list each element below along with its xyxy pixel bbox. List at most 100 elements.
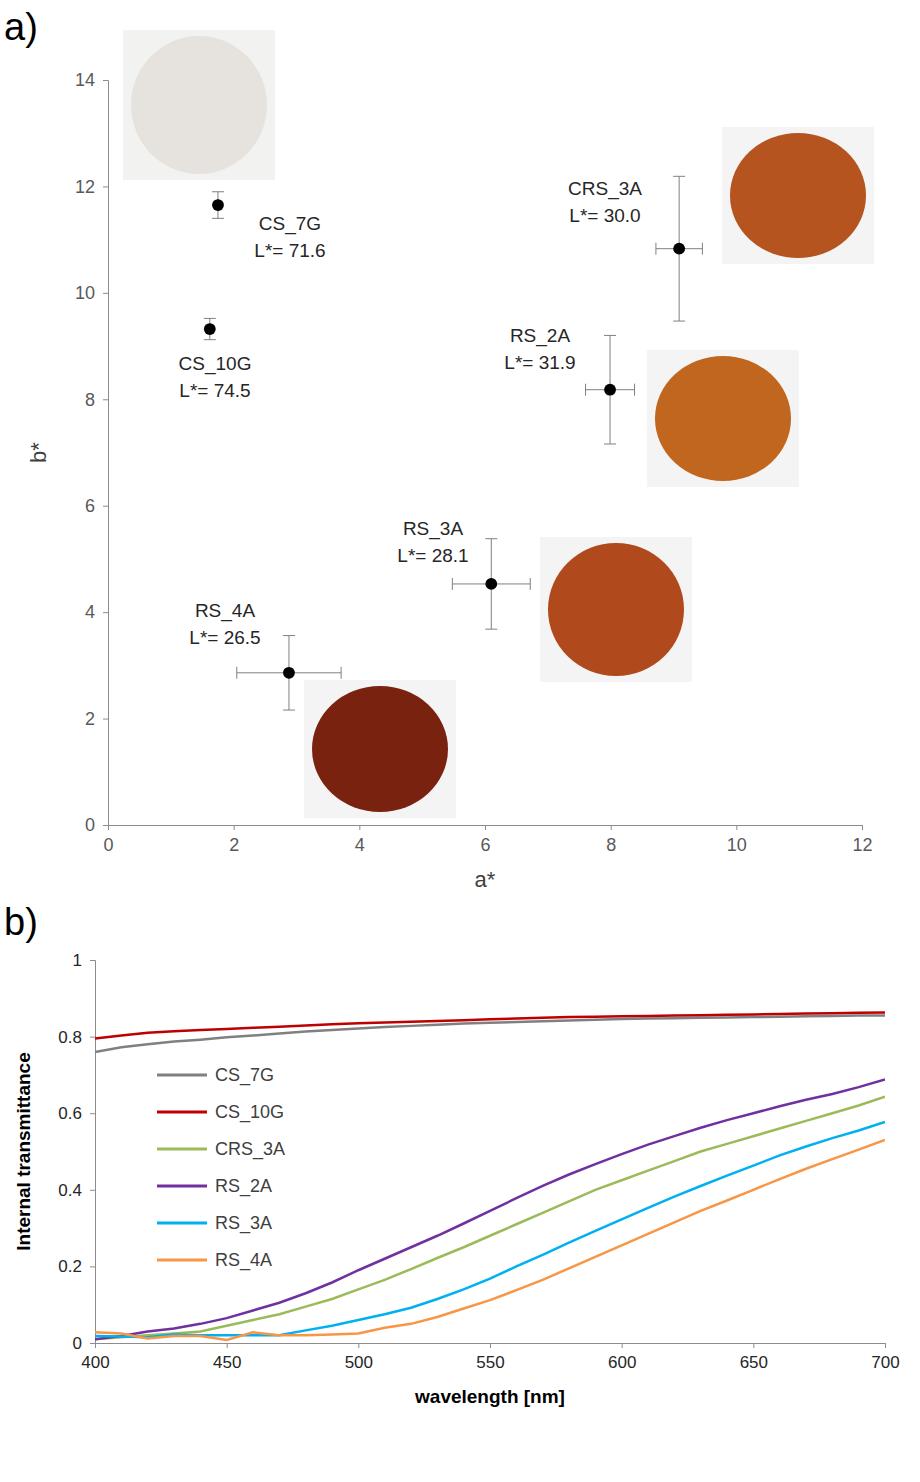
point-label: RS_4A L*= 26.5 [189,600,260,648]
x-tick-mark [490,1343,491,1348]
panel-label: a) [4,6,38,48]
x-tick-label: 550 [476,1353,504,1372]
error-bar-cap [283,710,295,711]
legend-entry: CS_7G [157,1065,274,1086]
error-bar-cap [530,578,531,590]
x-tick-label: 8 [606,835,616,855]
y-tick-mark [90,1037,95,1038]
x-tick-label: 700 [871,1353,899,1372]
y-tick-mark [103,80,108,81]
point [604,384,616,396]
x-axis: 400450500550600650700 [81,1343,899,1372]
sample-photos [123,30,874,818]
x-tick-mark [862,825,863,830]
sample-name: RS_4A [195,600,256,622]
error-bar [586,335,635,444]
y-tick-mark [90,1266,95,1267]
error-bar-cap [634,384,635,396]
y-tick-label: 8 [85,390,95,410]
x-tick: 400 [81,1343,109,1372]
y-tick-mark [90,1343,95,1344]
point-label: CRS_3AL*= 30.0 [568,178,642,226]
y-tick-label: 12 [75,177,95,197]
y-tick-label: 10 [75,283,95,303]
x-tick: 0 [103,825,113,855]
y-tick-label: 14 [75,70,95,90]
legend-entry: CS_10G [157,1102,284,1123]
y-tick-mark [90,960,95,961]
error-bar [656,176,702,321]
x-tick-mark [753,1343,754,1348]
photo-background [722,127,874,264]
x-tick-mark [227,1343,228,1348]
error-bar-cap [485,629,497,630]
figure: 02468101202468101214a*b*a)CS_7GL*= 71.6C… [0,0,920,1482]
legend-swatch [157,1221,207,1224]
legend-swatch [157,1184,207,1187]
x-tick: 12 [852,825,872,855]
x-tick: 4 [355,825,365,855]
point-label: RS_2AL*= 31.9 [504,325,575,373]
y-tick-mark [103,612,108,613]
x-axis-title: a* [475,867,496,892]
y-tick: 8 [85,390,108,410]
legend-label: RS_2A [215,1176,272,1197]
point-label: RS_3AL*= 28.1 [397,518,468,566]
error-bar-cap [212,218,224,219]
legend: CS_7GCS_10GCRS_3ARS_2ARS_3ARS_4A [157,1065,285,1271]
x-tick: 10 [727,825,747,855]
y-axis-title: Internal transmittance [13,1052,34,1251]
x-axis-line [96,1344,886,1349]
y-tick-label: 0.8 [58,1028,82,1047]
lightness-label: L*= 26.5 [189,627,260,648]
x-tick-label: 12 [852,835,872,855]
legend-label: CRS_3A [215,1139,285,1160]
series-line [95,1012,885,1038]
y-tick-mark [103,825,108,826]
x-tick: 2 [229,825,239,855]
legend-entry: RS_4A [157,1250,272,1271]
series-line [95,1122,885,1337]
lightness-label: L*= 74.5 [179,380,250,401]
error-bar [212,192,224,219]
photo-background [540,537,692,682]
y-tick-mark [90,1190,95,1191]
y-tick-label: 2 [85,709,95,729]
legend-swatch [157,1110,207,1113]
error-bar-cap [341,667,342,679]
y-tick: 0.6 [58,1104,95,1123]
y-axis-title: b* [26,442,51,463]
error-bar-cap [673,176,685,177]
x-tick: 8 [606,825,616,855]
photo-film [730,133,866,258]
error-bar-cap [485,538,497,539]
series-line [95,1079,885,1339]
y-tick: 4 [85,602,108,622]
legend-label: CS_7G [215,1065,274,1086]
point-label: CS_10GL*= 74.5 [179,353,252,401]
plot-marks [204,176,703,710]
y-tick: 0 [85,815,108,835]
x-tick-label: 4 [355,835,365,855]
x-tick-label: 6 [480,835,490,855]
photo-film [312,686,448,812]
sample-name: CS_7G [259,213,321,235]
sample-photo [304,680,456,818]
y-tick-label: 0.2 [58,1257,82,1276]
point [673,243,685,255]
panel-label: b) [4,901,38,943]
x-tick-label: 0 [103,835,113,855]
plot-lines [95,1012,885,1339]
x-tick: 650 [740,1343,768,1372]
legend-entry: CRS_3A [157,1139,285,1160]
x-tick-label: 2 [229,835,239,855]
legend-swatch [157,1147,207,1150]
y-tick-label: 0.4 [58,1181,82,1200]
x-axis: 0 2 4 6 8 10 12 [103,825,872,855]
point [283,667,295,679]
y-tick: 1 [73,951,95,970]
x-tick-mark [234,825,235,830]
error-bar-cap [452,578,453,590]
x-tick-mark [611,825,612,830]
x-tick-label: 650 [740,1353,768,1372]
